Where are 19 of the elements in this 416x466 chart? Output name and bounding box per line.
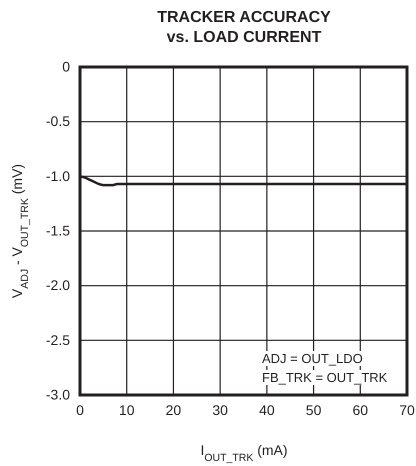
- x-tick-label: 0: [76, 402, 84, 418]
- x-tick-label: 20: [166, 402, 182, 418]
- x-tick-label: 60: [352, 402, 368, 418]
- y-tick-label: -2.0: [46, 277, 70, 294]
- y-tick-label: 0: [62, 58, 70, 74]
- y-tick-label: -0.5: [46, 113, 70, 130]
- annotation: ADJ = OUT_LDO: [262, 351, 363, 366]
- y-tick-label: -1.0: [46, 168, 70, 184]
- y-tick-label: -1.5: [46, 222, 70, 238]
- y-tick-label: -3.0: [46, 386, 70, 402]
- x-tick-label: 10: [118, 402, 135, 418]
- annotation: FB_TRK = OUT_TRK: [262, 370, 388, 385]
- x-tick-label: 40: [259, 402, 275, 418]
- x-axis-title: I$_{OUT_TRK}$ (mA): [200, 442, 288, 464]
- chart-title: TRACKER ACCURACY vs. LOAD CURRENT: [157, 9, 332, 46]
- x-tick-label: 70: [399, 402, 415, 418]
- y-tick-label: -2.5: [46, 332, 70, 348]
- x-tick-label: 30: [212, 402, 228, 418]
- x-tick-label: 50: [306, 402, 322, 418]
